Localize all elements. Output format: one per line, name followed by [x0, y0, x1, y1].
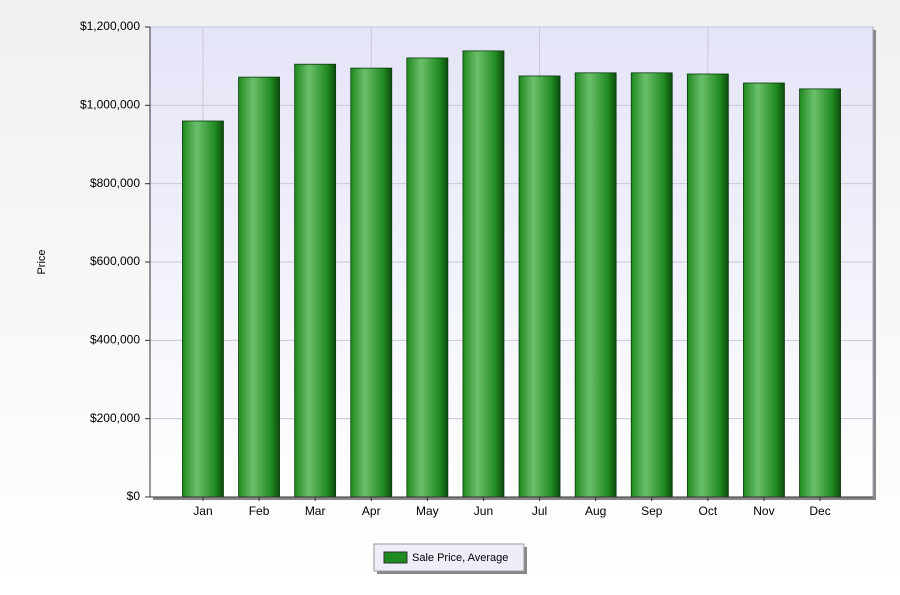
bar [350, 67, 393, 498]
x-tick-label: Dec [809, 504, 830, 518]
y-tick-label: $600,000 [90, 254, 140, 268]
bar [518, 75, 561, 498]
x-tick-label: Jan [193, 504, 212, 518]
x-tick-label: Feb [249, 504, 270, 518]
x-tick-label: Jul [532, 504, 547, 518]
bars [182, 50, 841, 498]
y-tick-label: $800,000 [90, 176, 140, 190]
bar [630, 72, 673, 498]
x-tick-label: Aug [585, 504, 606, 518]
y-tick-label: $0 [127, 489, 141, 503]
x-tick-label: Jun [474, 504, 493, 518]
bar [686, 73, 729, 498]
x-tick-label: Sep [641, 504, 663, 518]
bar [574, 72, 617, 498]
bar [743, 82, 785, 498]
legend-swatch [383, 551, 408, 564]
y-tick-label: $1,200,000 [80, 19, 140, 33]
y-tick-label: $400,000 [90, 333, 140, 347]
bar [462, 50, 505, 498]
bar [238, 76, 280, 498]
x-tick-label: Apr [362, 504, 381, 518]
x-tick-label: Nov [753, 504, 774, 518]
bar [406, 57, 449, 498]
bar [799, 88, 841, 498]
x-tick-label: Oct [699, 504, 718, 518]
x-tick-label: May [416, 504, 439, 518]
x-tick-label: Mar [305, 504, 326, 518]
bar [294, 63, 337, 498]
bar [182, 120, 224, 498]
labels: $0 $200,000 $400,000 $600,000 $800,000 $1,000… [80, 19, 831, 518]
legend-label: Sale Price, Average [412, 552, 508, 564]
y-tick-label: $200,000 [90, 411, 140, 425]
y-axis-label: Price [36, 249, 48, 274]
y-tick-label: $1,000,000 [80, 98, 140, 112]
